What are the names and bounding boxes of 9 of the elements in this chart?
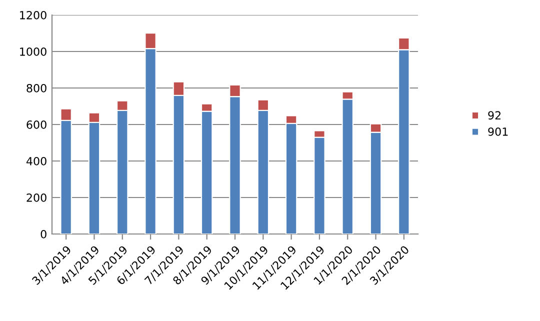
y-tick-label: 0 <box>40 230 46 238</box>
y-tick-label: 1000 <box>20 47 46 56</box>
legend-label: 901 <box>488 127 508 136</box>
y-tick-label: 800 <box>26 84 46 92</box>
legend-label: 92 <box>488 111 500 120</box>
y-tick-label: 600 <box>26 120 46 129</box>
y-tick-label: 400 <box>26 156 46 166</box>
y-tick-label: 1200 <box>20 10 46 20</box>
y-tick-label: 200 <box>26 193 46 202</box>
